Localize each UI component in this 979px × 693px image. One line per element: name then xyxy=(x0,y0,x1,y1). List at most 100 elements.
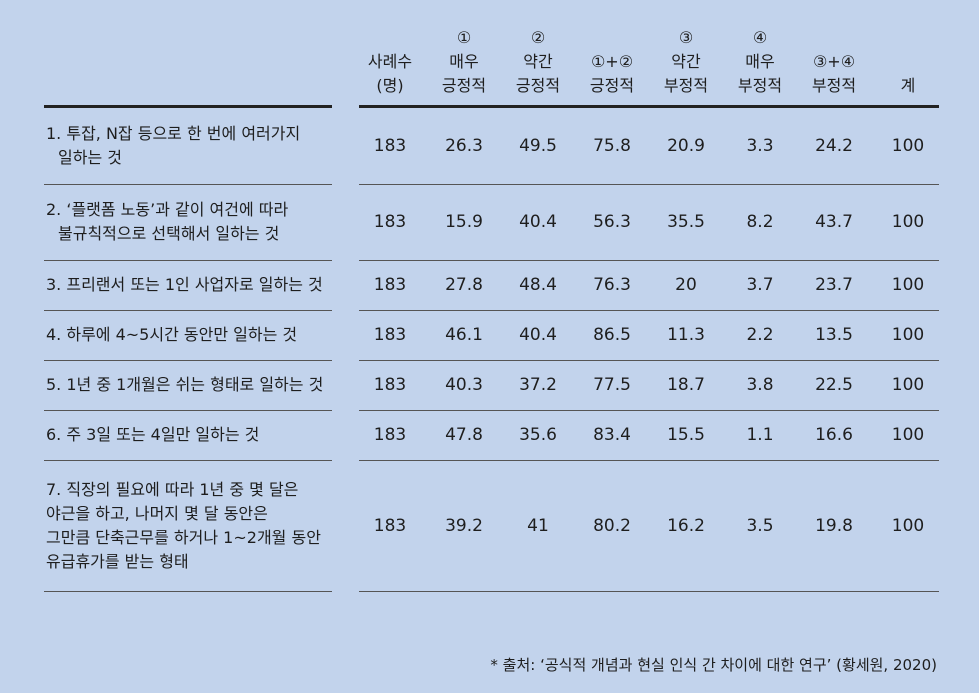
table-cell: 20.9 xyxy=(667,136,705,156)
table-cell: 183 xyxy=(373,515,407,536)
table-cell: 183 xyxy=(373,212,407,232)
row-divider-right xyxy=(359,310,939,311)
row-label-line: 6. 주 3일 또는 4일만 일하는 것 xyxy=(46,425,260,444)
row-divider-left xyxy=(44,591,332,592)
column-header-line: ① xyxy=(456,28,472,47)
table-cell: 41 xyxy=(527,515,549,536)
row-divider-left xyxy=(44,460,332,461)
table-cell: 40.4 xyxy=(519,212,557,232)
table-cell: 15.5 xyxy=(667,425,705,445)
column-header-line: 부정적 xyxy=(811,76,857,95)
table-cell: 40.4 xyxy=(519,325,557,345)
column-header-line: 부정적 xyxy=(737,76,783,95)
table-cell: 100 xyxy=(891,212,925,232)
row-label-line: 불규칙적으로 선택해서 일하는 것 xyxy=(58,224,280,243)
table-cell: 183 xyxy=(373,425,407,445)
column-header-line: (명) xyxy=(376,76,404,95)
table-cell: 8.2 xyxy=(746,212,774,232)
row-divider-left xyxy=(44,360,332,361)
table-cell: 100 xyxy=(891,375,925,395)
row-label: 1. 투잡, N잡 등으로 한 번에 여러가지 일하는 것 xyxy=(46,109,328,183)
row-label: 6. 주 3일 또는 4일만 일하는 것 xyxy=(46,411,328,459)
table-cell: 2.2 xyxy=(746,325,774,345)
row-divider-right xyxy=(359,184,939,185)
table-cell: 47.8 xyxy=(445,425,483,445)
table-cell: 48.4 xyxy=(519,275,557,295)
table-cell: 27.8 xyxy=(445,275,483,295)
row-divider-right xyxy=(359,360,939,361)
column-header-line: ③ xyxy=(678,28,694,47)
row-divider-right xyxy=(359,460,939,461)
column-header: 계 xyxy=(870,16,946,98)
column-header-line: 매우 xyxy=(449,52,479,71)
table-cell: 3.8 xyxy=(746,375,774,395)
header-rule-left xyxy=(44,105,332,108)
row-divider-left xyxy=(44,260,332,261)
column-header-line: 약간 xyxy=(523,52,553,71)
column-header-line: ② xyxy=(530,28,546,47)
row-label-line: 일하는 것 xyxy=(58,148,122,167)
table-cell: 183 xyxy=(373,375,407,395)
row-label-line: 5. 1년 중 1개월은 쉬는 형태로 일하는 것 xyxy=(46,375,324,394)
source-note: * 출처: ‘공식적 개념과 현실 인식 간 차이에 대한 연구’ (황세원, … xyxy=(490,656,937,674)
table-cell: 3.7 xyxy=(746,275,774,295)
table-cell: 100 xyxy=(891,515,925,536)
column-header: ③ 약간 부정적 xyxy=(648,16,724,98)
row-label-line: 3. 프리랜서 또는 1인 사업자로 일하는 것 xyxy=(46,275,323,294)
table-cell: 39.2 xyxy=(445,515,483,536)
table-cell: 16.6 xyxy=(815,425,853,445)
table-cell: 3.5 xyxy=(746,515,774,536)
column-header-line: 긍정적 xyxy=(441,76,487,95)
table-cell: 35.6 xyxy=(519,425,557,445)
table-cell: 75.8 xyxy=(593,136,631,156)
table-cell: 1.1 xyxy=(746,425,774,445)
table-cell: 3.3 xyxy=(746,136,774,156)
table-cell: 49.5 xyxy=(519,136,557,156)
row-label-line: 7. 직장의 필요에 따라 1년 중 몇 달은 xyxy=(46,479,299,499)
table-cell: 46.1 xyxy=(445,325,483,345)
column-header: ①+② 긍정적 xyxy=(574,16,650,98)
row-divider-left xyxy=(44,410,332,411)
table-cell: 18.7 xyxy=(667,375,705,395)
table-cell: 24.2 xyxy=(815,136,853,156)
table-cell: 183 xyxy=(373,136,407,156)
row-label-line: 야근을 하고, 나머지 몇 달 동안은 xyxy=(46,503,268,523)
table-cell: 80.2 xyxy=(593,515,631,536)
column-header-line: 긍정적 xyxy=(589,76,635,95)
table-cell: 100 xyxy=(891,136,925,156)
table-cell: 86.5 xyxy=(593,325,631,345)
column-header-line: 부정적 xyxy=(663,76,709,95)
table-cell: 20 xyxy=(675,275,697,295)
table-cell: 76.3 xyxy=(593,275,631,295)
header-rule-right xyxy=(359,105,939,108)
row-divider-right xyxy=(359,410,939,411)
table-cell: 77.5 xyxy=(593,375,631,395)
table-cell: 37.2 xyxy=(519,375,557,395)
row-label-line: 2. ‘플랫폼 노동’과 같이 여건에 따라 xyxy=(46,200,289,219)
table-cell: 56.3 xyxy=(593,212,631,232)
row-divider-left xyxy=(44,310,332,311)
column-header-line: 사례수 xyxy=(367,52,413,71)
column-header-line: 계 xyxy=(900,76,916,95)
column-header-line: ③+④ xyxy=(812,52,856,71)
table-cell: 22.5 xyxy=(815,375,853,395)
row-divider-left xyxy=(44,184,332,185)
column-header: ② 약간 긍정적 xyxy=(500,16,576,98)
row-label-line: 4. 하루에 4~5시간 동안만 일하는 것 xyxy=(46,325,298,344)
table-cell: 11.3 xyxy=(667,325,705,345)
table-cell: 15.9 xyxy=(445,212,483,232)
column-header-line: 매우 xyxy=(745,52,775,71)
column-header-line: ①+② xyxy=(590,52,634,71)
table-cell: 13.5 xyxy=(815,325,853,345)
row-label: 3. 프리랜서 또는 1인 사업자로 일하는 것 xyxy=(46,261,328,309)
row-label: 4. 하루에 4~5시간 동안만 일하는 것 xyxy=(46,311,328,359)
table-cell: 100 xyxy=(891,425,925,445)
column-header-line: ④ xyxy=(752,28,768,47)
column-header: ③+④ 부정적 xyxy=(796,16,872,98)
row-label-line: 유급휴가를 받는 형태 xyxy=(46,551,189,571)
table-cell: 100 xyxy=(891,275,925,295)
